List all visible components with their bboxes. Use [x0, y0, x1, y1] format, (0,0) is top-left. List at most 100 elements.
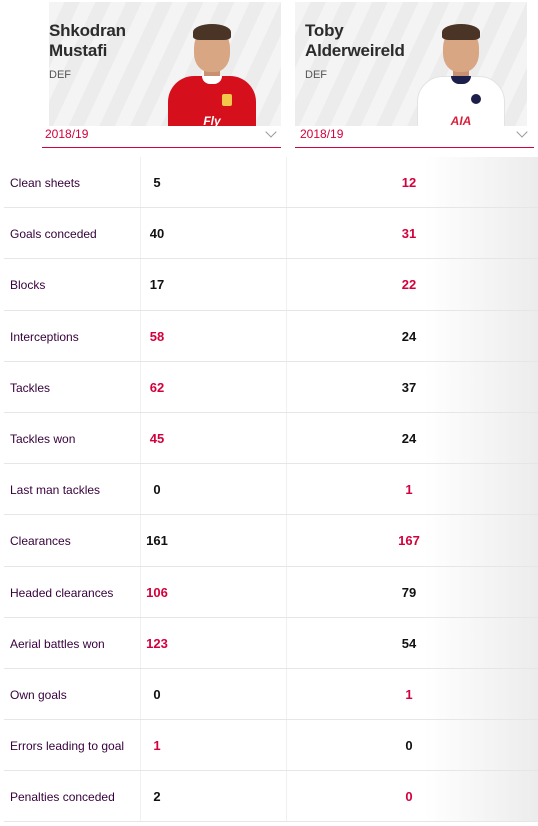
column-divider: [286, 310, 287, 362]
stat-row: Clean sheets 5 12: [4, 157, 538, 209]
row-shade: [286, 464, 538, 516]
stat-row: Errors leading to goal 1 0: [4, 720, 538, 772]
stat-value-player-2: 79: [401, 584, 417, 600]
stat-label: Clean sheets: [10, 176, 81, 190]
column-divider: [286, 566, 287, 618]
column-divider: [286, 259, 287, 311]
player-last-name: Alderweireld: [305, 41, 405, 60]
stat-label: Goals conceded: [10, 227, 97, 242]
column-divider: [140, 157, 141, 208]
stat-label: Tackles: [10, 380, 51, 395]
column-divider: [140, 464, 141, 516]
stat-value-player-1: 17: [149, 277, 165, 293]
stat-value-player-2: 31: [401, 226, 417, 242]
hair-shape: [193, 24, 231, 40]
stat-row: Headed clearances 106 79: [4, 566, 538, 618]
column-divider: [140, 259, 141, 311]
row-shade: [286, 720, 538, 772]
player-position: DEF: [305, 69, 327, 81]
row-shade: [286, 208, 538, 260]
stat-row: Aerial battles won 123 54: [4, 617, 538, 670]
row-shade: [286, 412, 538, 465]
stat-value-player-2: 1: [405, 482, 413, 498]
player-position: DEF: [49, 69, 71, 81]
stat-row: Blocks 17 22: [4, 259, 538, 311]
stat-value-player-2: 0: [405, 738, 413, 754]
stat-value-player-1: 5: [153, 175, 161, 190]
column-divider: [286, 668, 287, 720]
column-divider: [140, 668, 141, 720]
collar-shape: [451, 76, 471, 84]
club-badge-icon: [222, 94, 232, 106]
stat-value-player-2: 22: [401, 277, 417, 293]
stat-row: Interceptions 58 24: [4, 310, 538, 362]
stat-value-player-2: 54: [401, 635, 417, 651]
stat-label: Errors leading to goal: [10, 739, 125, 754]
column-divider: [286, 720, 287, 772]
shirt-shape: [417, 76, 505, 126]
stat-row: Tackles won 45 24: [4, 412, 538, 465]
column-divider: [140, 412, 141, 464]
shirt-shape: [168, 76, 256, 126]
stat-row: Own goals 0 1: [4, 668, 538, 721]
column-divider: [140, 566, 141, 618]
player-name: Toby Alderweireld: [305, 21, 405, 61]
stat-value-player-1: 1: [153, 738, 161, 754]
stat-value-player-1: 0: [153, 686, 161, 702]
column-divider: [286, 617, 287, 669]
column-divider: [286, 515, 287, 567]
stat-row: Clearances 161 167: [4, 515, 538, 567]
stat-value-player-2: 24: [401, 328, 417, 344]
stat-value-player-2: 167: [398, 533, 420, 549]
column-divider: [286, 157, 287, 208]
hair-shape: [442, 24, 480, 40]
collar-shape: [202, 76, 222, 84]
stat-label: Aerial battles won: [10, 636, 105, 651]
stat-value-player-1: 58: [149, 328, 165, 344]
column-divider: [286, 361, 287, 413]
column-divider: [140, 617, 141, 669]
stat-label: Clearances: [10, 534, 71, 549]
stat-label: Penalties conceded: [10, 790, 115, 805]
shirt-sponsor: AIA: [450, 114, 472, 126]
player-last-name: Mustafi: [49, 41, 108, 60]
season-select-value: 2018/19: [300, 127, 344, 141]
column-divider: [140, 771, 141, 823]
stat-value-player-1: 123: [146, 635, 168, 651]
stat-label: Tackles won: [10, 431, 76, 446]
stat-label: Blocks: [10, 278, 46, 293]
season-select-1[interactable]: 2018/19: [42, 124, 281, 148]
column-divider: [286, 464, 287, 516]
stat-row: Tackles 62 37: [4, 361, 538, 414]
stat-value-player-1: 45: [149, 430, 165, 446]
player-photo: AIA: [413, 8, 509, 126]
season-select-value: 2018/19: [45, 127, 89, 141]
stat-value-player-2: 12: [401, 175, 417, 190]
stat-value-player-2: 24: [401, 430, 417, 446]
row-shade: [286, 668, 538, 721]
player-card-2[interactable]: Toby Alderweireld DEF AIA: [295, 2, 527, 126]
column-divider: [140, 720, 141, 772]
stat-label: Headed clearances: [10, 585, 114, 600]
row-shade: [286, 566, 538, 618]
stat-label: Interceptions: [10, 329, 79, 344]
stat-value-player-2: 1: [405, 686, 413, 702]
season-select-2[interactable]: 2018/19: [295, 124, 534, 148]
row-shade: [286, 617, 538, 669]
column-divider: [286, 412, 287, 464]
stat-value-player-1: 0: [153, 482, 161, 498]
stat-value-player-1: 2: [153, 789, 161, 805]
stat-row: Goals conceded 40 31: [4, 208, 538, 260]
column-divider: [140, 361, 141, 413]
column-divider: [286, 771, 287, 823]
stat-value-player-1: 161: [146, 533, 168, 549]
player-card-1[interactable]: Shkodran Mustafi DEF Fly: [49, 2, 281, 126]
column-divider: [286, 208, 287, 260]
chevron-down-icon: [516, 126, 528, 138]
column-divider: [140, 310, 141, 362]
stat-value-player-1: 40: [149, 226, 165, 242]
row-shade: [286, 259, 538, 311]
player-name: Shkodran Mustafi: [49, 21, 126, 61]
stat-label: Own goals: [10, 687, 67, 702]
row-shade: [286, 310, 538, 362]
